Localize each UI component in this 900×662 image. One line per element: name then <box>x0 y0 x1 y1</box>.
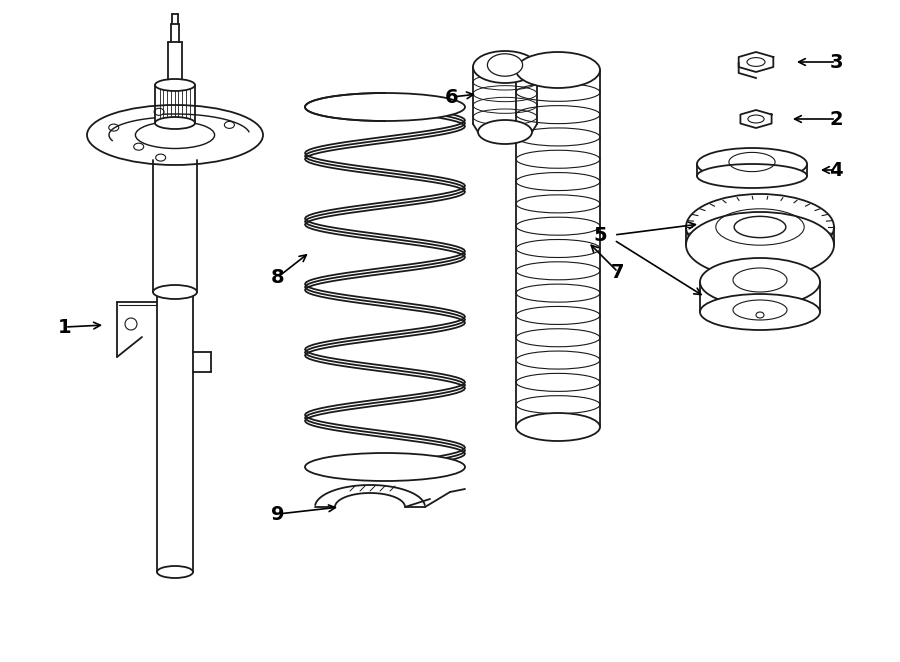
Ellipse shape <box>700 258 820 306</box>
Ellipse shape <box>686 194 834 260</box>
Ellipse shape <box>516 413 600 441</box>
Text: 7: 7 <box>611 263 625 281</box>
Ellipse shape <box>488 54 523 76</box>
Ellipse shape <box>473 51 537 83</box>
Ellipse shape <box>155 79 195 91</box>
Ellipse shape <box>87 105 263 165</box>
Ellipse shape <box>700 294 820 330</box>
Text: 1: 1 <box>58 318 72 336</box>
Ellipse shape <box>153 285 197 299</box>
Ellipse shape <box>157 566 193 578</box>
Ellipse shape <box>516 52 600 88</box>
Ellipse shape <box>478 120 532 144</box>
Ellipse shape <box>697 148 807 180</box>
Text: 3: 3 <box>829 52 842 71</box>
Ellipse shape <box>697 164 807 188</box>
Ellipse shape <box>155 117 195 129</box>
Text: 6: 6 <box>446 87 459 107</box>
Ellipse shape <box>305 93 465 121</box>
Text: 4: 4 <box>829 160 842 179</box>
Ellipse shape <box>305 453 465 481</box>
Text: 9: 9 <box>271 504 284 524</box>
Text: 5: 5 <box>593 226 607 244</box>
Ellipse shape <box>686 212 834 278</box>
Text: 2: 2 <box>829 109 842 128</box>
Text: 8: 8 <box>271 267 284 287</box>
